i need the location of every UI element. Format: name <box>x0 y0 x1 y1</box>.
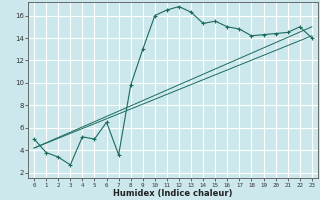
X-axis label: Humidex (Indice chaleur): Humidex (Indice chaleur) <box>113 189 233 198</box>
